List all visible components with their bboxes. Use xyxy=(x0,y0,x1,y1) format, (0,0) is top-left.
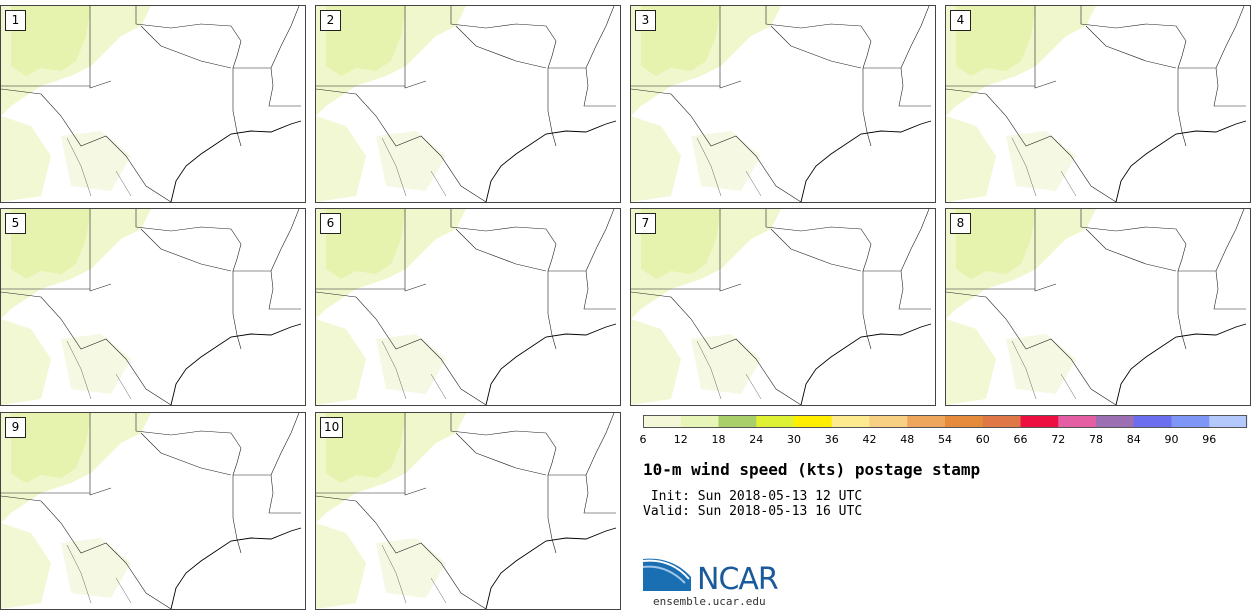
colorbar-swatch xyxy=(831,415,870,428)
member-map-panel: 5 xyxy=(0,208,306,406)
colorbar-swatch xyxy=(1020,415,1059,428)
member-map-panel: 9 xyxy=(0,412,306,610)
colorbar-swatch xyxy=(982,415,1021,428)
colorbar-swatch xyxy=(1133,415,1172,428)
map-image xyxy=(316,209,620,405)
member-map-panel: 6 xyxy=(315,208,621,406)
colorbar-swatch xyxy=(680,415,719,428)
colorbar-swatch xyxy=(718,415,757,428)
colorbar-swatch xyxy=(869,415,908,428)
colorbar-tick-label: 90 xyxy=(1164,433,1179,446)
member-number-label: 2 xyxy=(320,10,341,31)
colorbar-tick-label: 12 xyxy=(673,433,688,446)
map-image xyxy=(1,6,305,202)
logo-url: ensemble.ucar.edu xyxy=(653,595,766,608)
colorbar-tick-label: 84 xyxy=(1126,433,1141,446)
member-number-label: 6 xyxy=(320,213,341,234)
member-map-panel: 3 xyxy=(630,5,936,203)
colorbar-swatch xyxy=(756,415,795,428)
colorbar-swatch xyxy=(907,415,946,428)
map-image xyxy=(316,6,620,202)
colorbar-tick-label: 18 xyxy=(711,433,726,446)
plot-title: 10-m wind speed (kts) postage stamp xyxy=(643,460,981,479)
member-number-label: 8 xyxy=(950,213,971,234)
member-number-label: 9 xyxy=(5,417,26,438)
colorbar-swatch xyxy=(945,415,984,428)
colorbar-swatch xyxy=(794,415,833,428)
init-time: Init: Sun 2018-05-13 12 UTC xyxy=(643,489,863,504)
colorbar-tick-label: 96 xyxy=(1202,433,1217,446)
colorbar-tick-label: 36 xyxy=(824,433,839,446)
colorbar-tick-label: 66 xyxy=(1013,433,1028,446)
member-number-label: 10 xyxy=(320,417,344,438)
member-number-label: 4 xyxy=(950,10,971,31)
wind-speed-colorbar xyxy=(643,415,1248,428)
colorbar-tick-label: 42 xyxy=(862,433,877,446)
member-map-panel: 8 xyxy=(945,208,1251,406)
member-number-label: 7 xyxy=(635,213,656,234)
member-map-panel: 4 xyxy=(945,5,1251,203)
member-number-label: 5 xyxy=(5,213,26,234)
member-map-panel: 2 xyxy=(315,5,621,203)
map-image xyxy=(946,6,1250,202)
map-image xyxy=(1,209,305,405)
member-number-label: 3 xyxy=(635,10,656,31)
valid-time: Valid: Sun 2018-05-13 16 UTC xyxy=(643,504,863,519)
colorbar-tick-label: 78 xyxy=(1089,433,1103,446)
colorbar-tick-label: 48 xyxy=(900,433,915,446)
map-image xyxy=(946,209,1250,405)
colorbar-tick-label: 72 xyxy=(1051,433,1066,446)
colorbar-tick-label: 60 xyxy=(975,433,990,446)
map-image xyxy=(631,209,935,405)
colorbar-swatch xyxy=(1096,415,1135,428)
map-image xyxy=(1,413,305,609)
member-map-panel: 7 xyxy=(630,208,936,406)
ncar-logo-text: NCAR xyxy=(697,562,779,597)
colorbar-tick-label: 30 xyxy=(787,433,801,446)
member-map-panel: 1 xyxy=(0,5,306,203)
colorbar-tick-label: 54 xyxy=(938,433,952,446)
colorbar-tick-label: 6 xyxy=(639,433,647,446)
ncar-logo-icon xyxy=(642,558,691,591)
member-map-panel: 10 xyxy=(315,412,621,610)
map-image xyxy=(631,6,935,202)
map-image xyxy=(316,413,620,609)
colorbar-swatch xyxy=(1209,415,1248,428)
colorbar-tick-label: 24 xyxy=(749,433,764,446)
member-number-label: 1 xyxy=(5,10,26,31)
colorbar-swatch xyxy=(1171,415,1210,428)
colorbar-swatch xyxy=(643,415,682,428)
colorbar-swatch xyxy=(1058,415,1097,428)
